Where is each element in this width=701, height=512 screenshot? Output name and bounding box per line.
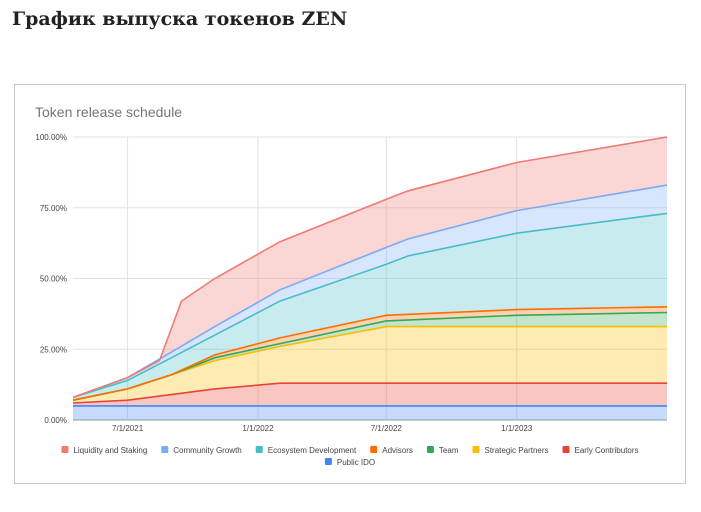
axis-layer: 0.00% 25.00% 50.00% 75.00% 100.00% 7/1/2021 1/… <box>35 133 532 433</box>
x-tick-label: 7/1/2022 <box>371 424 403 433</box>
area-public-ido <box>73 405 667 420</box>
legend-label-early-contributors: Early Contributors <box>575 446 639 455</box>
y-tick-label: 0.00% <box>44 416 67 425</box>
x-tick-label: 1/1/2022 <box>242 424 274 433</box>
y-tick-label: 25.00% <box>40 345 67 354</box>
legend-label-advisors: Advisors <box>382 446 413 455</box>
legend-swatch-team <box>426 446 434 453</box>
line-early-contributors <box>72 382 667 404</box>
legend-swatch-community-growth <box>161 446 169 453</box>
area-liquidity-and-staking <box>73 137 667 398</box>
line-liquidity-and-staking <box>72 136 668 399</box>
area-ecosystem-development <box>73 213 667 401</box>
legend-swatch-liquidity-and-staking <box>61 446 69 453</box>
y-tick-label: 75.00% <box>40 204 67 213</box>
legend-label-public-ido: Public IDO <box>337 458 375 467</box>
y-tick-label: 50.00% <box>40 275 67 284</box>
legend-swatch-advisors <box>370 446 378 453</box>
x-tick-label: 1/1/2023 <box>501 424 533 433</box>
y-tick-label: 100.00% <box>35 133 67 142</box>
legend-label-community-growth: Community Growth <box>173 446 241 455</box>
legend-swatch-ecosystem-development <box>255 446 263 453</box>
legend-swatch-strategic-partners <box>472 446 480 453</box>
area-team <box>73 312 667 401</box>
legend-label-liquidity-and-staking: Liquidity and Staking <box>73 446 147 455</box>
legend-label-team: Team <box>439 446 459 455</box>
x-tick-label: 7/1/2021 <box>112 424 144 433</box>
legend-label-ecosystem-development: Ecosystem Development <box>268 446 357 455</box>
release-schedule-chart: Token release schedule 0.00% 25.00% 50.00%… <box>35 104 668 467</box>
legend-swatch-public-ido <box>324 458 332 465</box>
chart-frame: Token release schedule 0.00% 25.00% 50.00%… <box>14 84 686 484</box>
legend-label-strategic-partners: Strategic Partners <box>484 446 548 455</box>
chart-title: Token release schedule <box>35 104 182 120</box>
grid-layer <box>73 136 667 421</box>
area-strategic-partners <box>73 326 667 403</box>
page-heading: График выпуска токенов ZEN <box>12 8 348 30</box>
line-ecosystem-development <box>72 212 668 399</box>
legend-swatch-early-contributors <box>562 446 570 453</box>
line-advisors <box>72 306 668 401</box>
line-layer <box>72 136 668 407</box>
legend: Liquidity and Staking Community Growth Eco… <box>61 446 639 467</box>
area-community-growth <box>73 185 667 398</box>
